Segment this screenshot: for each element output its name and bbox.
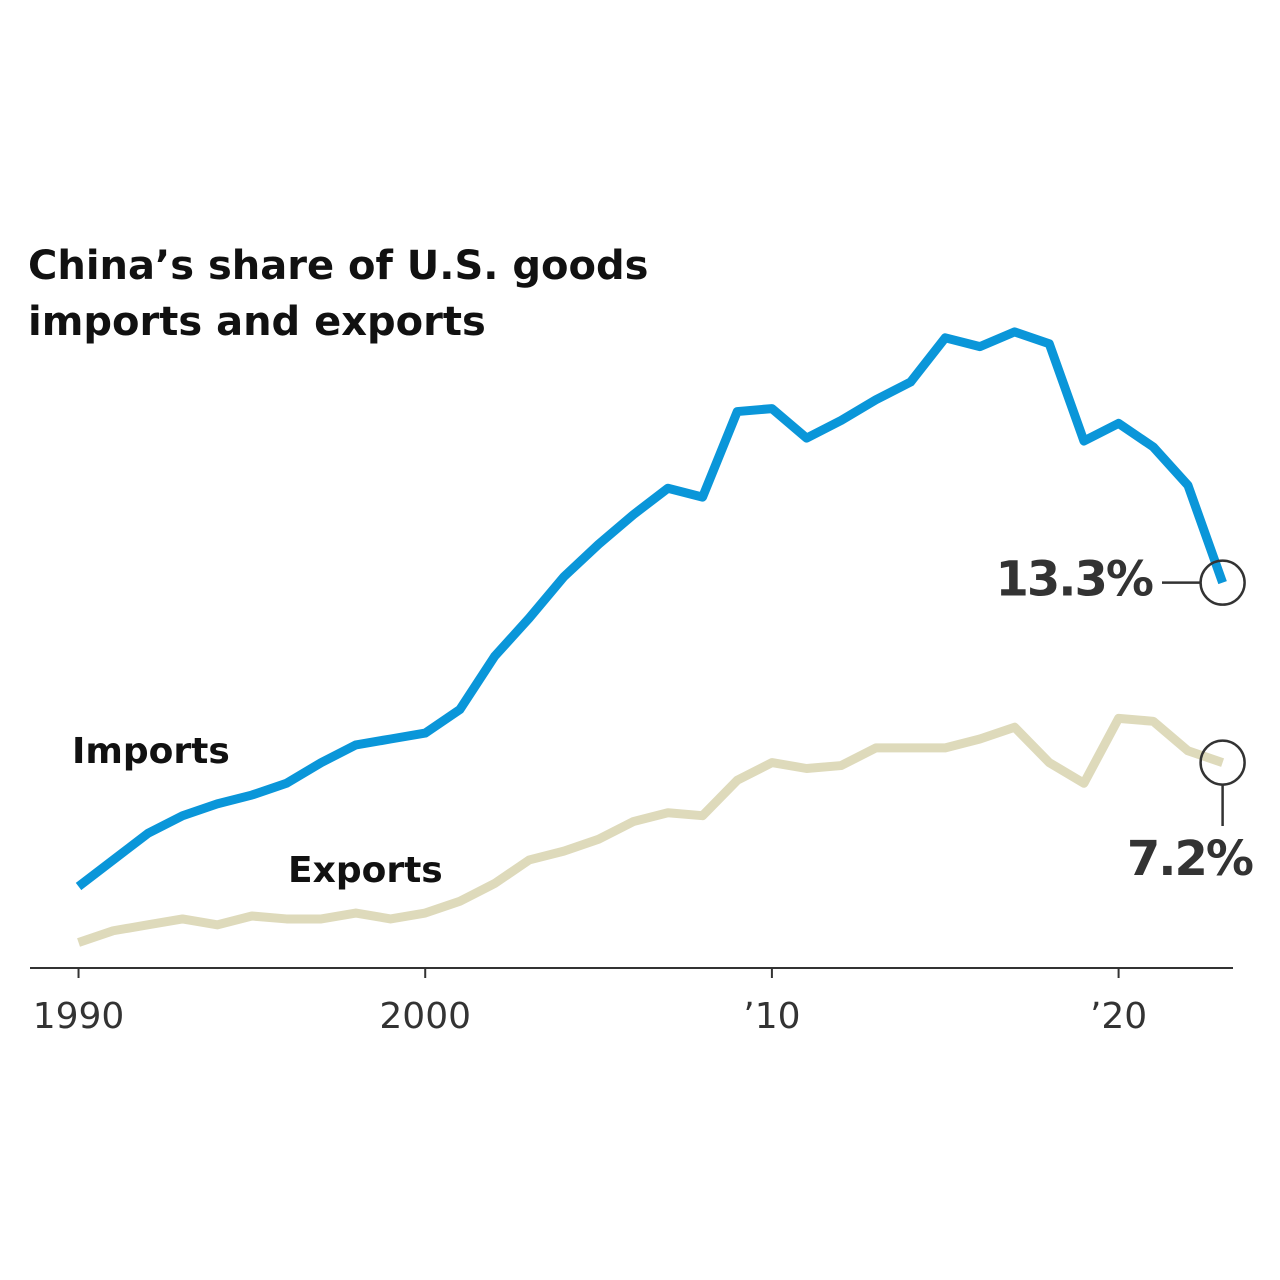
series-line [75,327,1227,891]
x-tick-label: 2000 [379,996,471,1037]
series-label: Imports [72,731,230,772]
annotation: 7.2% [1127,831,1253,887]
x-tick-label: 1990 [33,996,125,1037]
annotation: 13.3% [995,552,1152,608]
chart-title: China’s share of U.S. goods imports and … [28,243,649,345]
series-label: Exports [288,850,443,891]
x-tick-label: ’10 [743,996,800,1037]
x-tick-label: ’20 [1090,996,1147,1037]
series-line [77,713,1225,947]
